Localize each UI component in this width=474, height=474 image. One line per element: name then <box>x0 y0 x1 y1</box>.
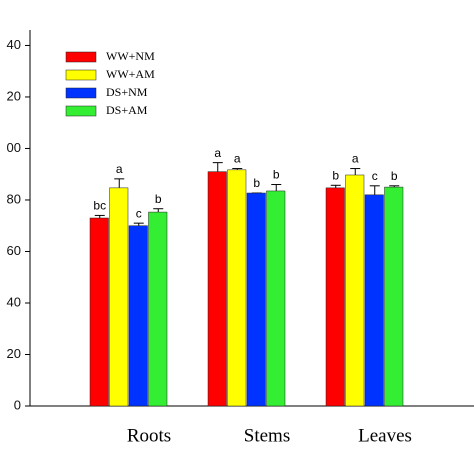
significance-letter: c <box>136 206 142 220</box>
y-tick-label: 20 <box>7 88 21 103</box>
legend-swatch <box>65 105 97 117</box>
significance-letter: a <box>214 146 221 160</box>
significance-letter: c <box>372 169 378 183</box>
legend-swatch <box>65 87 97 99</box>
y-tick-label: 20 <box>7 346 21 361</box>
bar <box>89 217 109 407</box>
bar <box>109 187 129 407</box>
legend-label: WW+AM <box>106 67 155 81</box>
bar <box>246 192 266 407</box>
legend-label: DS+NM <box>106 85 148 99</box>
legend-label: DS+AM <box>106 103 148 117</box>
bar <box>227 169 247 407</box>
legend-label: WW+NM <box>106 49 155 63</box>
significance-letter: b <box>332 168 339 182</box>
x-tick-label: Stems <box>244 425 290 446</box>
significance-letter: a <box>116 162 123 176</box>
legend-swatch <box>65 69 97 81</box>
bar <box>345 174 365 407</box>
y-tick-label: 40 <box>7 294 21 309</box>
x-tick-label: Leaves <box>358 425 412 446</box>
significance-letter: b <box>391 169 398 183</box>
legend-swatch <box>65 51 97 63</box>
bar <box>207 171 227 407</box>
y-tick-label: 60 <box>7 243 21 258</box>
y-tick-label: 40 <box>7 37 21 52</box>
x-tick-label: Roots <box>127 425 171 446</box>
bar <box>266 190 286 407</box>
y-tick-label: 80 <box>7 191 21 206</box>
bar <box>148 211 168 407</box>
significance-letter: b <box>273 168 280 182</box>
bar <box>364 194 384 407</box>
bar <box>325 187 345 407</box>
y-tick-label: 0 <box>14 397 21 412</box>
y-tick-label: 00 <box>7 140 21 155</box>
bar <box>128 225 148 407</box>
significance-letter: a <box>352 152 359 166</box>
significance-letter: bc <box>93 199 106 213</box>
bar <box>384 186 404 407</box>
significance-letter: b <box>253 176 260 190</box>
significance-letter: a <box>234 152 241 166</box>
significance-letter: b <box>155 192 162 206</box>
